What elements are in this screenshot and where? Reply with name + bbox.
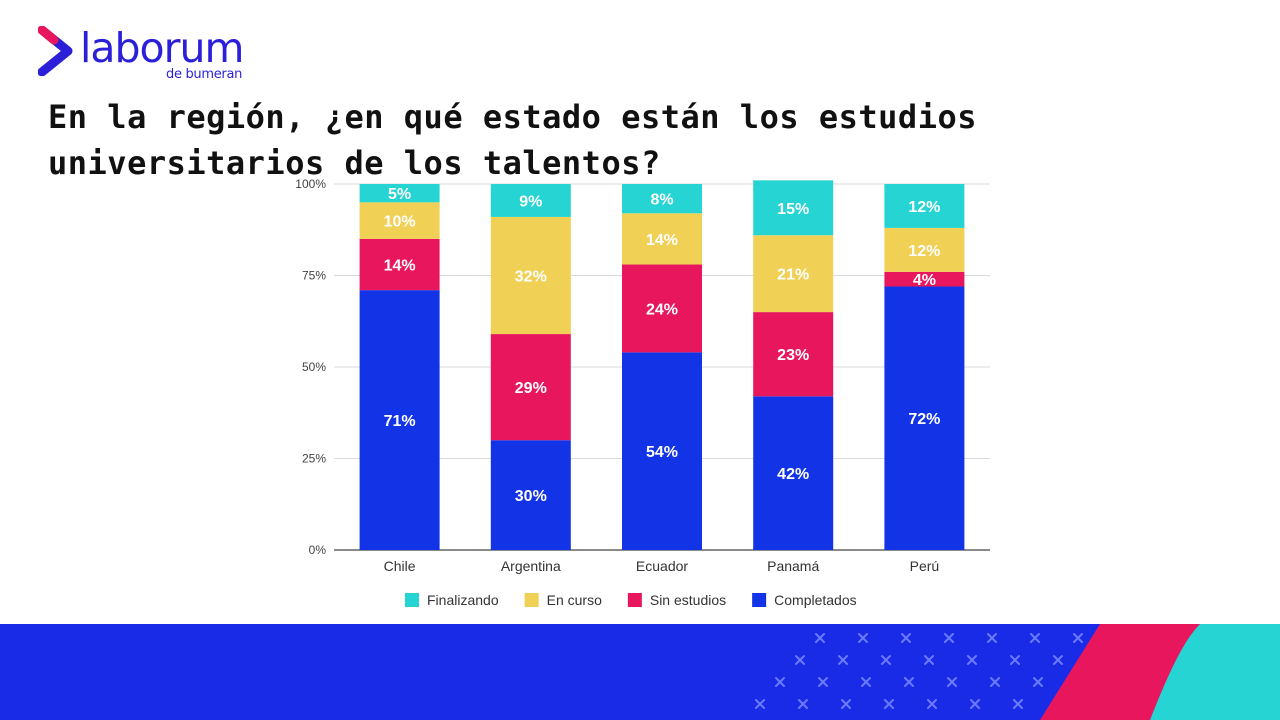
chart-legend: Finalizando En curso Sin estudios Completad… (405, 592, 857, 608)
bar-segment (753, 396, 834, 550)
data-label: 42% (777, 466, 809, 483)
cross-mark (1013, 699, 1023, 709)
chevron-logo-icon (38, 26, 73, 76)
cross-mark (1073, 633, 1083, 643)
cross-mark (1053, 655, 1063, 665)
bar-segment (490, 334, 571, 441)
data-label: 12% (908, 199, 940, 216)
cross-mark (927, 699, 937, 709)
bar-segment (490, 216, 571, 335)
cross-mark (861, 677, 871, 687)
data-label: 21% (777, 267, 809, 284)
bar-segment (884, 184, 965, 228)
laborum-logo[interactable]: laborum de bumeran (36, 22, 266, 86)
data-label: 12% (908, 243, 940, 260)
bar-segment (622, 352, 702, 550)
data-label: 71% (384, 413, 416, 430)
cross-mark (1033, 677, 1043, 687)
bar-segment (884, 227, 965, 272)
cross-mark (967, 655, 977, 665)
x-tick-label: Panamá (767, 558, 819, 574)
legend-label: Finalizando (427, 592, 499, 608)
bar-segment (622, 184, 702, 214)
cross-mark (795, 655, 805, 665)
cross-mark (1010, 655, 1020, 665)
x-tick-label: Ecuador (636, 558, 688, 574)
bar-segment (753, 180, 834, 236)
footer-banner (0, 624, 1280, 720)
cross-mark (775, 677, 785, 687)
legend-swatch (627, 593, 642, 607)
data-label: 8% (650, 192, 673, 209)
y-tick-label: 50% (302, 360, 326, 374)
data-label: 15% (777, 201, 809, 218)
bar-segment (359, 290, 440, 550)
y-tick-label: 100% (295, 177, 326, 191)
cross-mark (858, 633, 868, 643)
bar-segment (359, 202, 440, 239)
data-label: 24% (646, 301, 678, 318)
cross-mark (841, 699, 851, 709)
bar-segment (884, 271, 965, 287)
cross-mark (1030, 633, 1040, 643)
data-label: 32% (515, 269, 547, 286)
bar-segment (753, 312, 834, 397)
cross-mark (815, 633, 825, 643)
legend-swatch (524, 593, 539, 607)
data-label: 10% (384, 214, 416, 231)
cross-mark (881, 655, 891, 665)
cross-mark (818, 677, 828, 687)
logo-tagline: de bumeran (166, 67, 243, 82)
legend-swatch (752, 593, 767, 607)
stacked-bar-chart: 0% 25% 50% 75% 100% 71% 14% 10% 5% 30% 29% 32% 9% 54… (295, 177, 990, 608)
chart-bars: 71% 14% 10% 5% 30% 29% 32% 9% 54% 24% 14% 8% 42% 23% 2… (359, 180, 965, 550)
data-label: 4% (913, 272, 936, 289)
bar-segment (884, 286, 965, 550)
data-label: 23% (777, 347, 809, 364)
y-tick-label: 0% (309, 543, 327, 557)
legend-label: Completados (774, 592, 857, 608)
data-label: 29% (515, 380, 547, 397)
x-tick-label: Perú (910, 558, 940, 574)
logo-wordmark: laborum (80, 24, 244, 72)
bar-segment (490, 440, 571, 550)
bar-segment (753, 235, 834, 313)
bar-segment (490, 184, 571, 217)
cross-mark (970, 699, 980, 709)
data-label: 72% (908, 411, 940, 428)
legend-label: En curso (547, 592, 602, 608)
x-axis-labels: Chile Argentina Ecuador Panamá Perú (384, 558, 940, 574)
y-tick-label: 75% (302, 269, 326, 283)
data-label: 14% (384, 258, 416, 275)
cross-mark (947, 677, 957, 687)
data-label: 5% (388, 186, 411, 203)
cross-mark (944, 633, 954, 643)
cross-mark (904, 677, 914, 687)
data-label: 9% (519, 193, 542, 210)
bar-segment (622, 213, 702, 265)
x-tick-label: Chile (384, 558, 416, 574)
decorative-cross-pattern (755, 633, 1083, 709)
cross-mark (990, 677, 1000, 687)
cross-mark (987, 633, 997, 643)
legend-label: Sin estudios (650, 592, 726, 608)
bar-segment (359, 238, 440, 291)
cross-mark (884, 699, 894, 709)
bar-segment (622, 264, 702, 353)
data-label: 14% (646, 232, 678, 249)
data-label: 54% (646, 444, 678, 461)
page-title: En la región, ¿en qué estado están los e… (48, 98, 977, 182)
y-tick-label: 25% (302, 452, 326, 466)
x-tick-label: Argentina (501, 558, 561, 574)
legend-swatch (405, 593, 419, 607)
cross-mark (924, 655, 934, 665)
cross-mark (755, 699, 765, 709)
cross-mark (838, 655, 848, 665)
cross-mark (901, 633, 911, 643)
cross-mark (798, 699, 808, 709)
bar-segment (359, 184, 440, 203)
data-label: 30% (515, 488, 547, 505)
